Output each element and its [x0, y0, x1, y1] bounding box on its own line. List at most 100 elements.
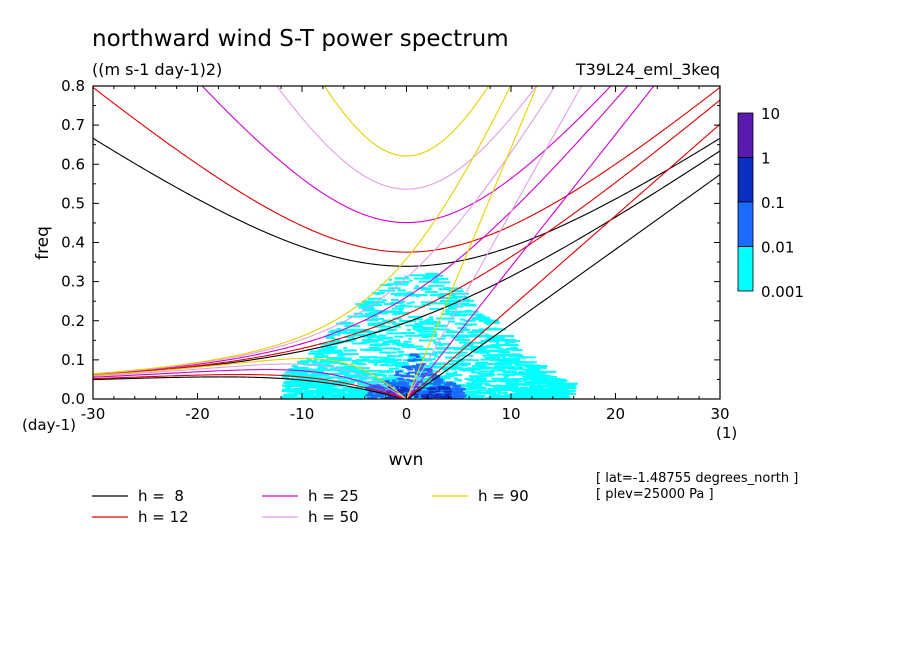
spectrum-cell [446, 383, 466, 386]
dispersion-curve [405, 86, 538, 399]
spectrum-cell [498, 351, 511, 354]
spectrum-cell [469, 395, 484, 398]
spectrum-cell [306, 358, 312, 361]
spectrum-cell [496, 358, 515, 361]
spectrum-cell [310, 381, 319, 384]
spectrum-cell [514, 364, 534, 367]
spectrum-cell [541, 379, 561, 382]
x-tick-label: 0 [402, 405, 412, 423]
spectrum-cell [524, 368, 533, 371]
colorbar-label: 0.01 [761, 239, 794, 257]
spectrum-cell [461, 303, 476, 306]
spectrum-cell [418, 280, 438, 283]
dispersion-curve [93, 357, 407, 399]
colorbar: 10 1 0.1 0.01 0.001 [737, 105, 804, 301]
spectrum-cell [284, 377, 290, 380]
spectrum-cell [448, 294, 456, 297]
spectrum-cell [479, 320, 498, 323]
spectrum-cell [548, 380, 562, 383]
spectrum-cell [389, 358, 396, 361]
spectrum-cell [408, 315, 423, 318]
spectrum-cell [367, 323, 381, 326]
spectrum-cell [467, 335, 484, 338]
chart-units: ((m s-1 day-1)2) [92, 60, 222, 79]
spectrum-cell [496, 373, 516, 376]
spectrum-cell [446, 287, 463, 290]
spectrum-cell [336, 396, 350, 399]
spectrum-cell [401, 391, 413, 394]
spectrum-cell [284, 371, 290, 374]
spectrum-cell [404, 334, 424, 337]
spectrum-cell [386, 386, 393, 389]
spectrum-cell [293, 365, 299, 368]
spectrum-cell [365, 319, 379, 322]
spectrum-cell [337, 377, 351, 380]
spectrum-cell [459, 393, 476, 396]
chart-title: northward wind S-T power spectrum [92, 26, 509, 52]
spectrum-cell [390, 396, 398, 399]
spectrum-cell [397, 289, 406, 292]
x-tick-label: 10 [501, 405, 520, 423]
spectrum-cell [337, 354, 344, 357]
spectrum-cell [415, 378, 431, 381]
spectrum-cell [416, 363, 424, 366]
spectrum-cell [499, 368, 503, 371]
info-lat: [ lat=-1.48755 degrees_north ] [596, 471, 798, 486]
x-tick-label: 20 [606, 405, 625, 423]
spectrum-cell [409, 353, 419, 356]
spectrum-cell [415, 355, 420, 358]
spectrum-cell [537, 386, 557, 389]
spectrum-cell [423, 335, 438, 338]
spectrum-cell [319, 342, 339, 345]
spectrum-cell [408, 337, 412, 340]
spectrum-cell [388, 355, 403, 358]
spectrum-cell [405, 367, 411, 370]
spectrum-cell [480, 374, 493, 377]
spectrum-cell [402, 294, 421, 297]
spectrum-cell [376, 392, 384, 395]
spectrum-cell [368, 312, 376, 315]
spectrum-cell [456, 334, 475, 337]
spectrum-cell [453, 347, 463, 350]
spectrum-cell [324, 335, 334, 338]
spectrum-cell [433, 341, 441, 344]
spectrum-cell [385, 340, 391, 343]
spectrum-cell [350, 380, 364, 383]
spectrum-cell [455, 395, 461, 398]
spectrum-cell [547, 390, 556, 393]
spectrum-cell [497, 353, 506, 356]
spectrum-cell [421, 372, 428, 375]
spectrum-cell [425, 393, 434, 396]
spectrum-cell [458, 358, 473, 361]
spectrum-cell [314, 355, 329, 358]
spectrum-cell [425, 322, 434, 325]
spectrum-cell [345, 369, 363, 372]
spectrum-cell [496, 339, 509, 342]
spectrum-cell [521, 388, 533, 391]
spectrum-cell [496, 365, 513, 368]
spectrum-cell [359, 315, 379, 318]
spectrum-cell [438, 288, 450, 291]
spectrum-cell [379, 364, 388, 367]
legend-label: h = 90 [478, 487, 529, 505]
spectrum-cell [466, 367, 481, 370]
spectrum-cell [394, 373, 402, 376]
spectrum-cell [446, 374, 454, 377]
spectrum-cell [318, 396, 330, 399]
spectrum-cell [385, 378, 396, 381]
experiment-label: T39L24_eml_3keq [575, 60, 720, 80]
spectrum-cell [447, 392, 457, 395]
spectrum-cell [414, 395, 419, 398]
spectrum-cell [448, 359, 462, 362]
spectrum-cell [512, 372, 527, 375]
spectrum-cell [451, 365, 459, 368]
spectrum-cell [459, 318, 466, 321]
spectrum-cell [520, 373, 526, 376]
spectrum-cell [336, 356, 345, 359]
spectrum-cell [321, 381, 333, 384]
spectrum-cell [426, 387, 436, 390]
spectrum-cell [317, 386, 329, 389]
spectrum-cell [498, 389, 502, 392]
spectrum-cell [428, 284, 445, 287]
spectrum-cell [464, 377, 469, 380]
